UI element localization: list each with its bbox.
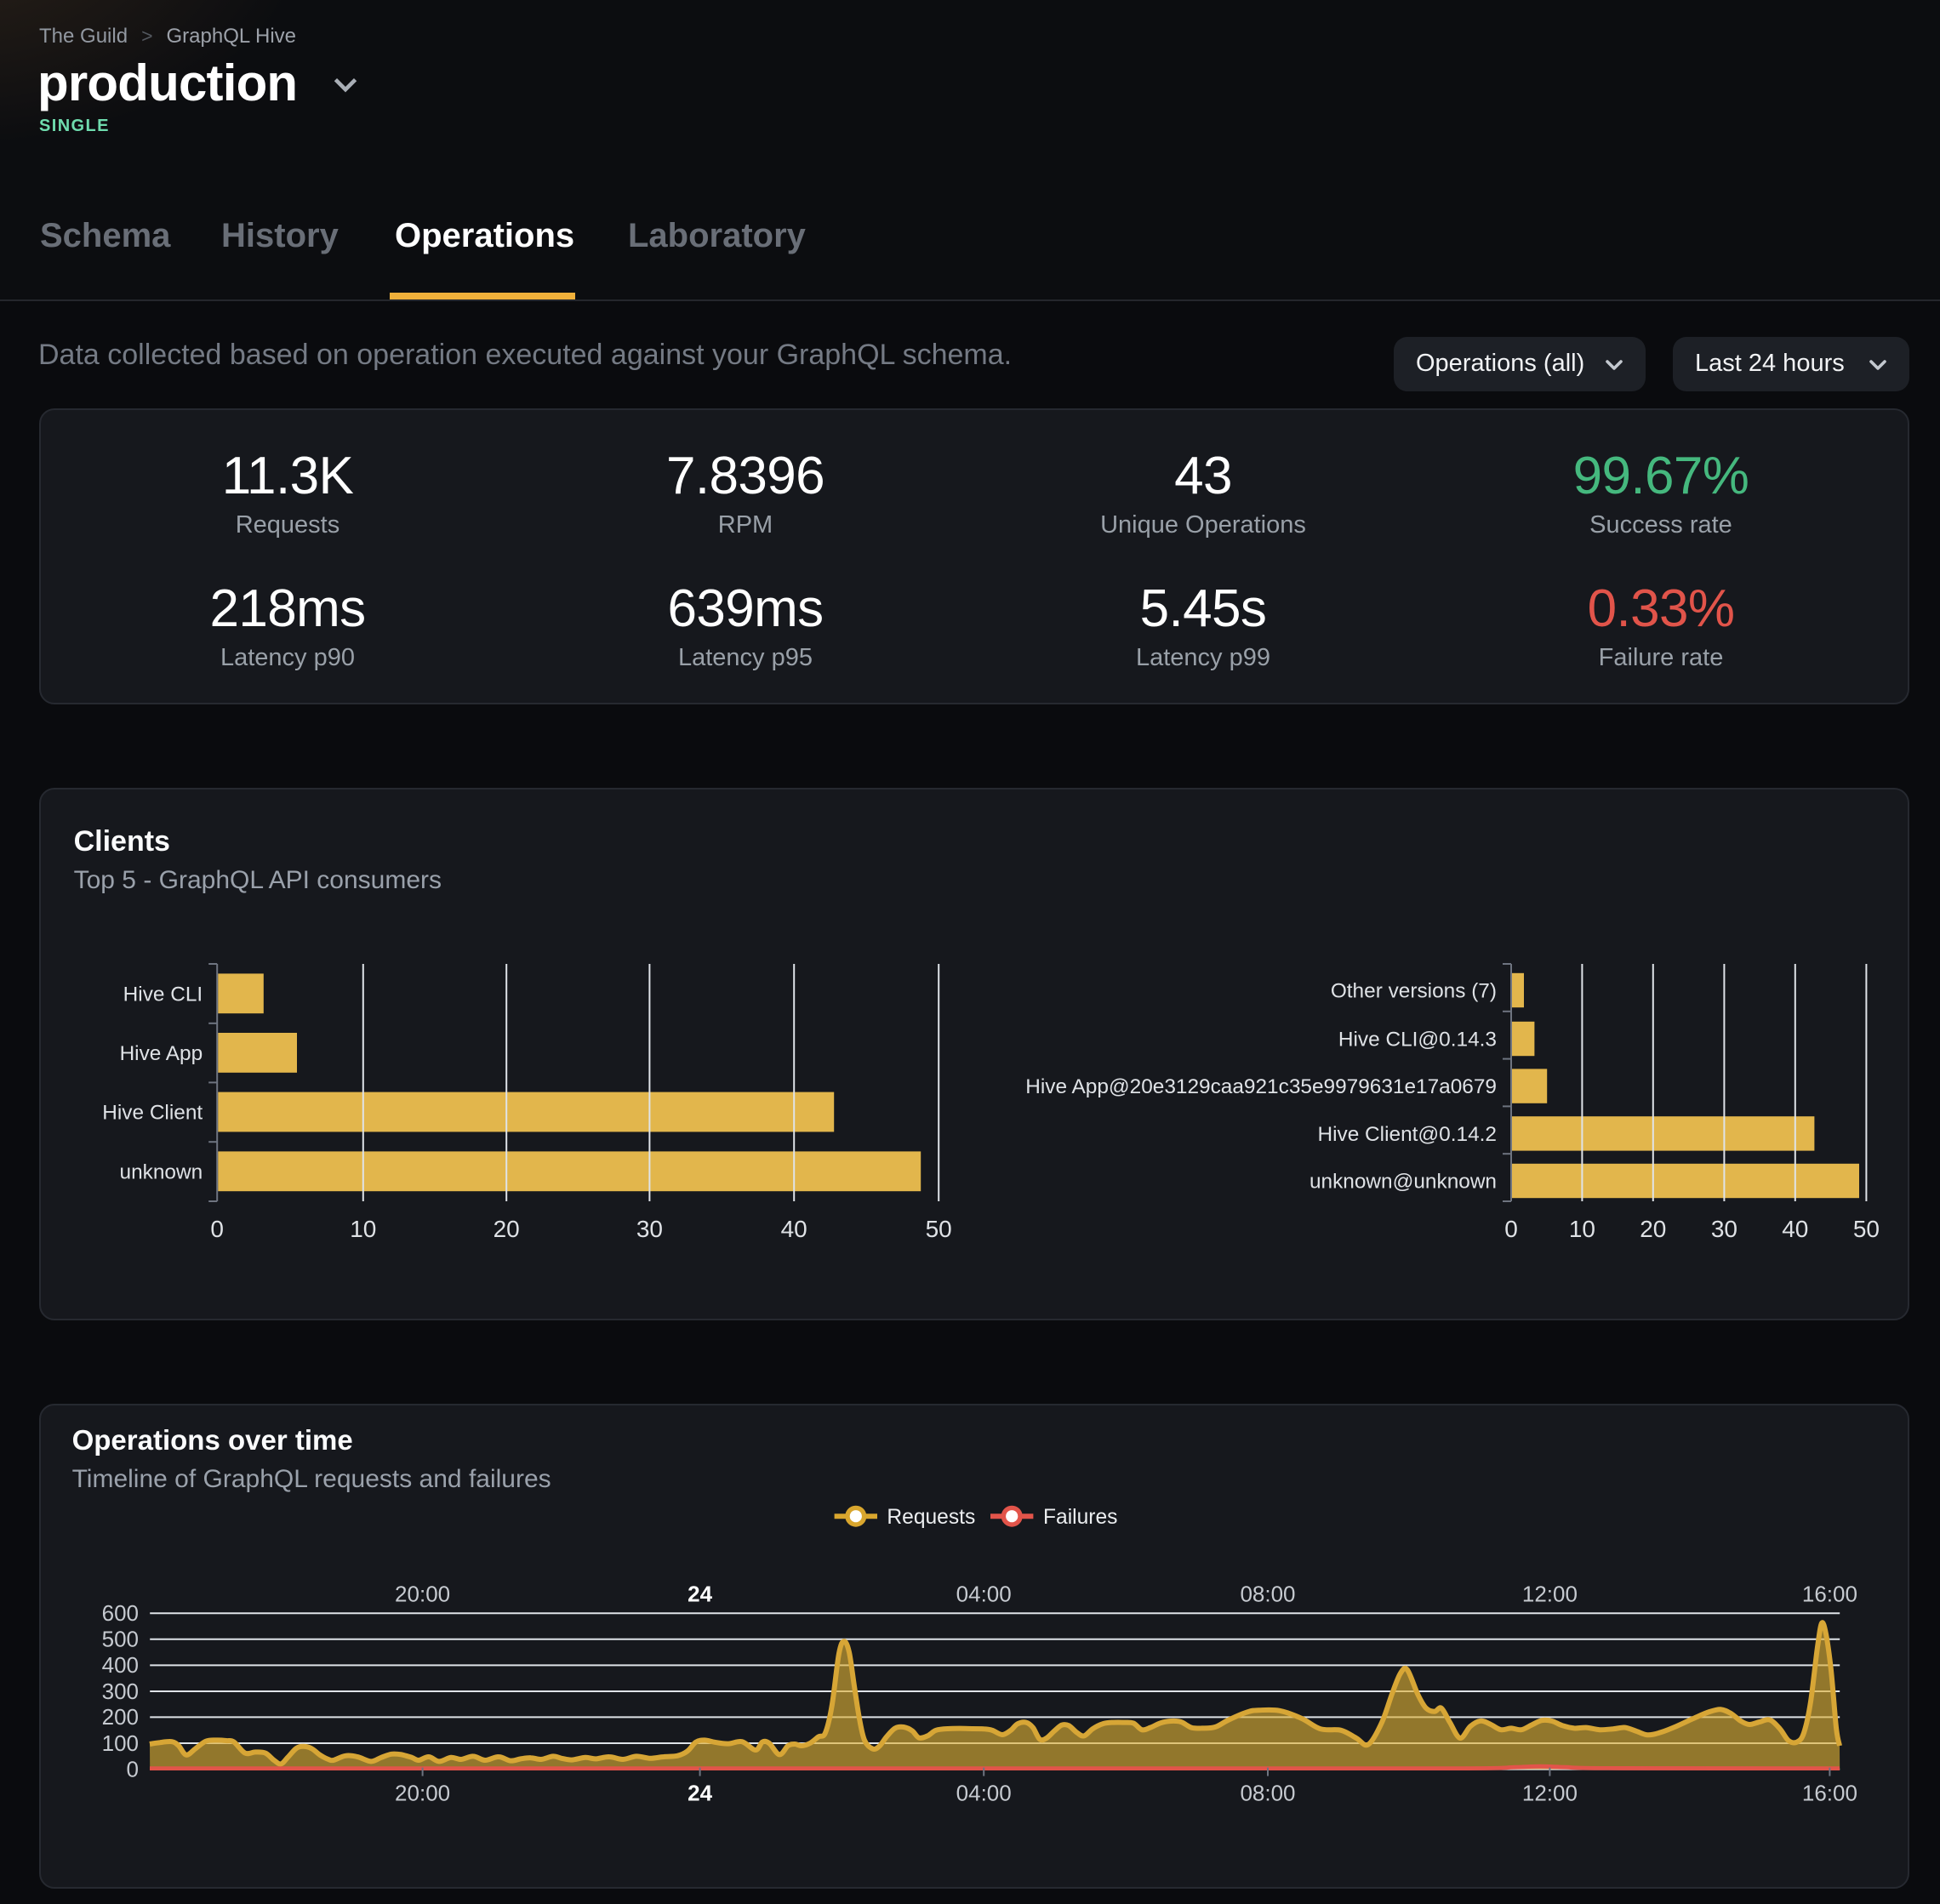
- svg-text:04:00: 04:00: [956, 1781, 1012, 1806]
- svg-text:20: 20: [1640, 1216, 1666, 1242]
- svg-text:16:00: 16:00: [1802, 1581, 1857, 1606]
- svg-text:Hive CLI@0.14.3: Hive CLI@0.14.3: [1338, 1029, 1497, 1052]
- svg-text:24: 24: [688, 1581, 712, 1606]
- svg-text:Other versions (7): Other versions (7): [1331, 980, 1497, 1003]
- svg-text:50: 50: [926, 1216, 952, 1242]
- svg-text:200: 200: [102, 1704, 139, 1730]
- svg-text:unknown: unknown: [120, 1160, 203, 1183]
- svg-text:10: 10: [350, 1216, 376, 1242]
- svg-text:Failures: Failures: [1043, 1506, 1117, 1529]
- svg-text:20:00: 20:00: [395, 1781, 450, 1806]
- svg-text:24: 24: [688, 1781, 712, 1806]
- svg-text:30: 30: [636, 1216, 663, 1242]
- svg-text:100: 100: [102, 1730, 139, 1756]
- svg-text:20:00: 20:00: [395, 1581, 450, 1606]
- svg-text:0: 0: [210, 1216, 224, 1242]
- svg-text:400: 400: [102, 1652, 139, 1678]
- svg-text:08:00: 08:00: [1240, 1581, 1295, 1606]
- svg-text:0: 0: [1504, 1216, 1518, 1242]
- svg-text:600: 600: [102, 1600, 139, 1626]
- svg-text:Requests: Requests: [887, 1506, 975, 1529]
- svg-text:300: 300: [102, 1679, 139, 1704]
- svg-text:08:00: 08:00: [1240, 1781, 1295, 1806]
- svg-text:Hive Client@0.14.2: Hive Client@0.14.2: [1317, 1123, 1497, 1146]
- svg-text:12:00: 12:00: [1522, 1581, 1578, 1606]
- svg-text:unknown@unknown: unknown@unknown: [1310, 1171, 1497, 1194]
- svg-text:500: 500: [102, 1627, 139, 1652]
- svg-text:10: 10: [1569, 1216, 1595, 1242]
- svg-text:20: 20: [494, 1216, 520, 1242]
- svg-text:Hive Client: Hive Client: [102, 1102, 203, 1125]
- svg-text:Hive App: Hive App: [120, 1042, 203, 1065]
- svg-text:Hive CLI: Hive CLI: [123, 983, 203, 1006]
- svg-text:50: 50: [1853, 1216, 1880, 1242]
- svg-text:0: 0: [127, 1756, 139, 1781]
- svg-text:40: 40: [1782, 1216, 1808, 1242]
- svg-text:30: 30: [1711, 1216, 1737, 1242]
- svg-text:40: 40: [781, 1216, 807, 1242]
- svg-text:Hive App@20e3129caa921c35e9979: Hive App@20e3129caa921c35e9979631e17a067…: [1025, 1075, 1497, 1098]
- svg-text:04:00: 04:00: [956, 1581, 1012, 1606]
- svg-text:16:00: 16:00: [1802, 1781, 1857, 1806]
- svg-text:12:00: 12:00: [1522, 1781, 1578, 1806]
